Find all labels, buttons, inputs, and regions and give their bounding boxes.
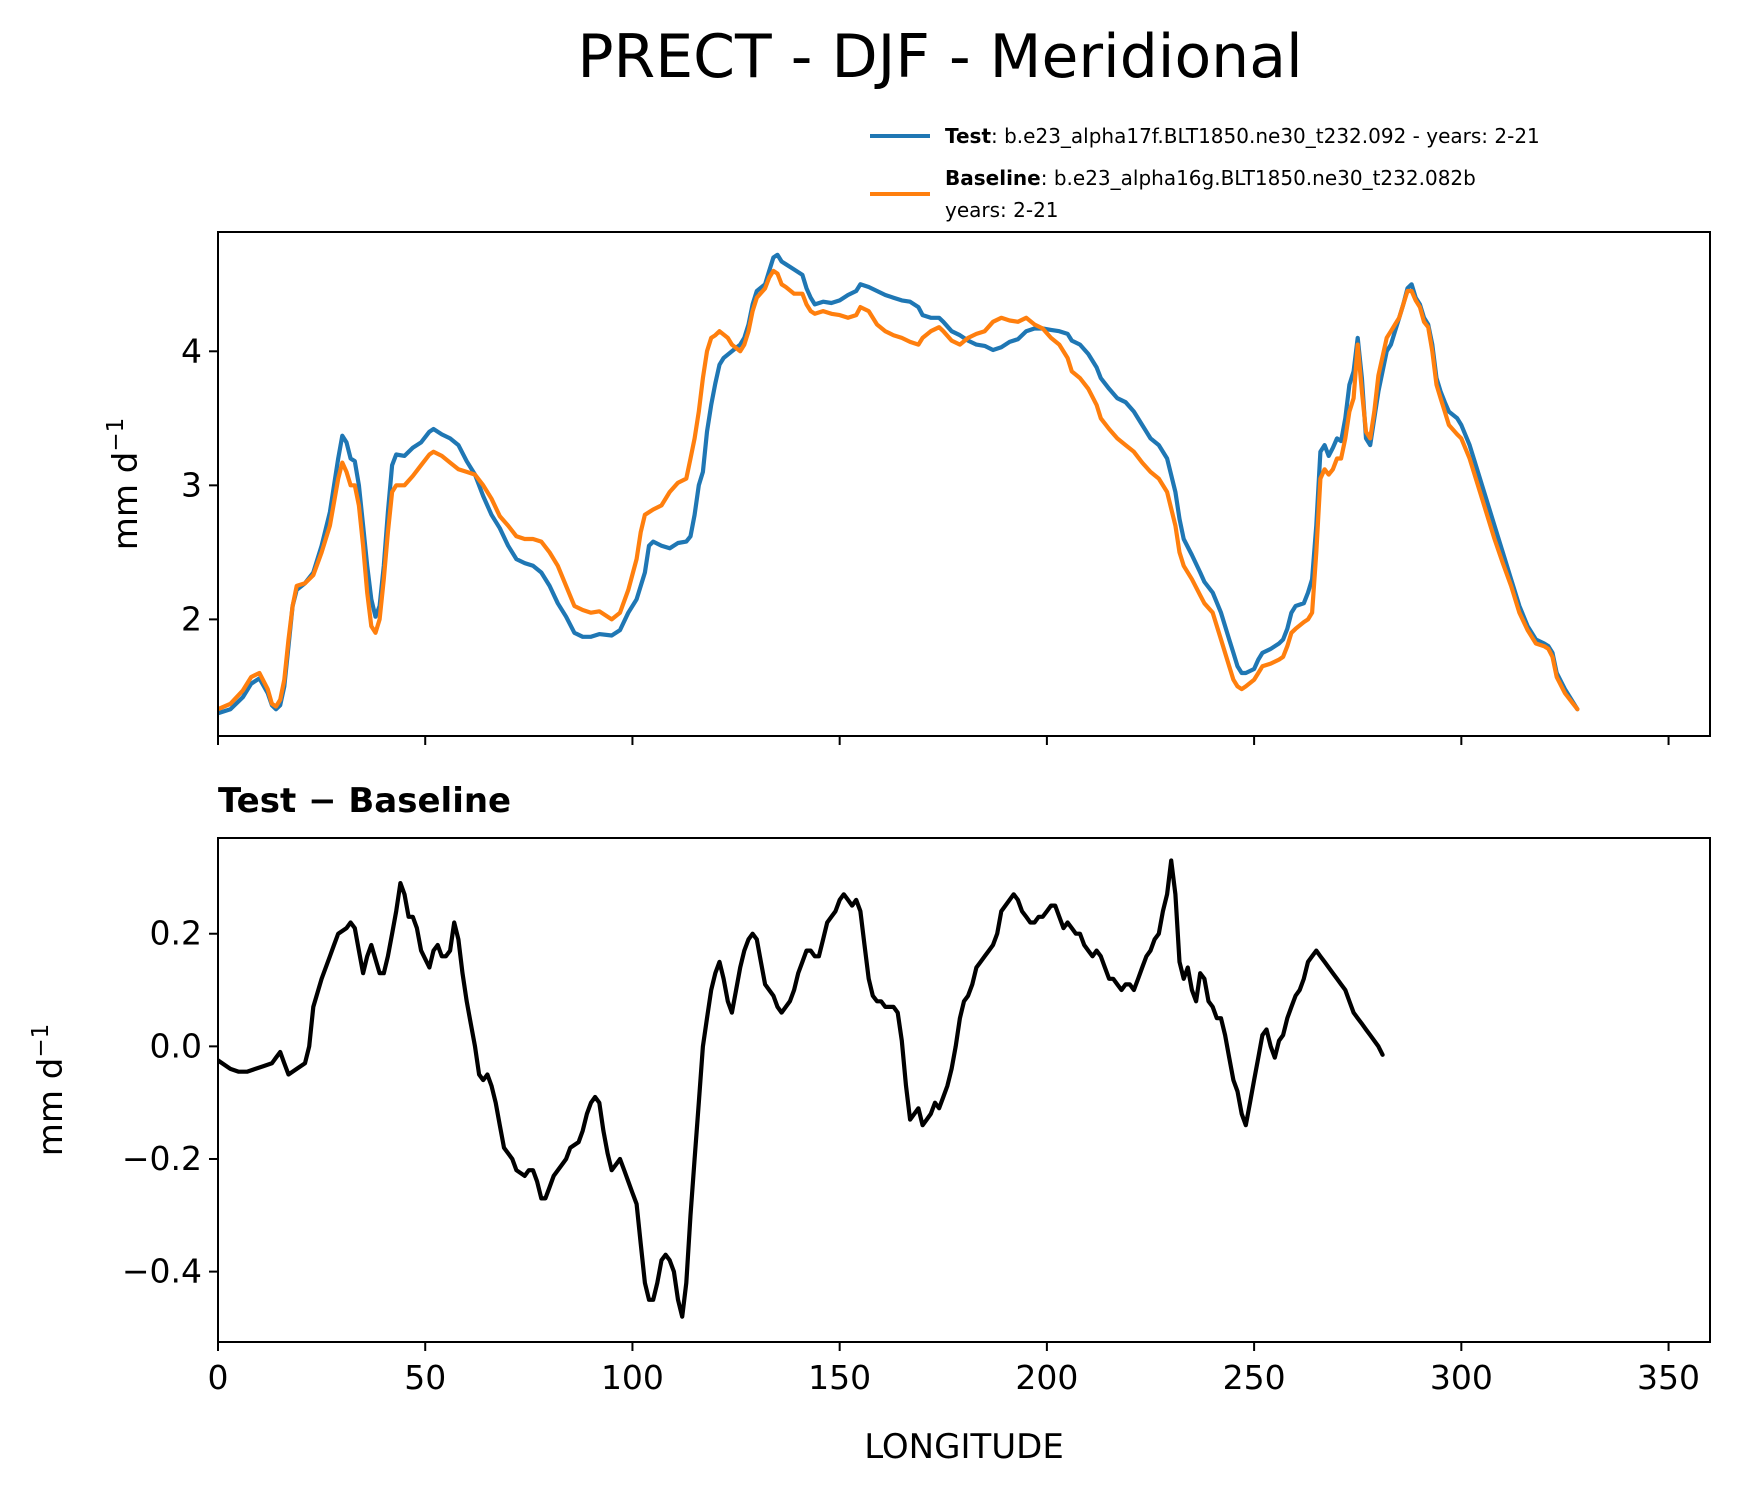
top-y-axis-label: mm d−1 bbox=[103, 418, 146, 551]
chart-title: PRECT - DJF - Meridional bbox=[577, 22, 1302, 92]
legend-test-name: Test bbox=[945, 124, 991, 148]
bottom-x-tick-label: 150 bbox=[808, 1358, 871, 1397]
bottom-y-tick-label: 0.0 bbox=[150, 1026, 202, 1065]
legend-baseline-desc: : b.e23_alpha16g.BLT1850.ne30_t232.082b bbox=[1041, 166, 1476, 190]
bottom-x-tick-label: 350 bbox=[1637, 1358, 1700, 1397]
bottom-x-ticks: 0 50 100 150 200 250 300 350 bbox=[208, 1342, 1700, 1397]
top-panel: 2 3 4 mm d−1 bbox=[103, 231, 1711, 745]
difference-subtitle: Test − Baseline bbox=[218, 781, 511, 821]
bottom-axes-frame bbox=[217, 837, 1711, 1343]
legend-baseline-label: Baseline: b.e23_alpha16g.BLT1850.ne30_t2… bbox=[945, 166, 1476, 190]
bottom-series-test-baseline-line bbox=[218, 858, 1385, 1319]
top-y-tick-label: 4 bbox=[181, 331, 202, 370]
bottom-y-axis-label: mm d−1 bbox=[28, 1024, 71, 1157]
top-y-axis-unit: mm d bbox=[106, 452, 146, 551]
legend-baseline-years: years: 2-21 bbox=[945, 198, 1059, 222]
top-y-axis-unit-sup: −1 bbox=[103, 418, 129, 452]
top-x-ticks bbox=[217, 736, 1670, 745]
legend: Test: b.e23_alpha17f.BLT1850.ne30_t232.0… bbox=[870, 124, 1540, 222]
bottom-x-tick-label: 50 bbox=[404, 1358, 446, 1397]
bottom-series-group bbox=[218, 858, 1385, 1319]
bottom-x-tick-label: 200 bbox=[1015, 1358, 1078, 1397]
top-series-group bbox=[218, 252, 1580, 716]
bottom-y-ticks: −0.4 −0.2 0.0 0.2 bbox=[122, 914, 218, 1291]
bottom-y-tick-label: −0.2 bbox=[122, 1139, 202, 1178]
bottom-x-tick-label: 100 bbox=[601, 1358, 664, 1397]
bottom-x-tick-label: 0 bbox=[208, 1358, 229, 1397]
bottom-y-tick-label: −0.4 bbox=[122, 1252, 202, 1291]
top-y-tick-label: 2 bbox=[181, 599, 202, 638]
x-axis-label: LONGITUDE bbox=[864, 1427, 1064, 1467]
bottom-panel: Test − Baseline −0.4 −0.2 0.0 0.2 0 50 100 150… bbox=[28, 781, 1711, 1467]
top-axes-frame bbox=[217, 231, 1711, 737]
bottom-x-tick-label: 300 bbox=[1430, 1358, 1493, 1397]
bottom-y-tick-label: 0.2 bbox=[150, 914, 202, 953]
bottom-x-tick-label: 250 bbox=[1223, 1358, 1286, 1397]
legend-baseline-name: Baseline bbox=[945, 166, 1041, 190]
legend-test-desc: : b.e23_alpha17f.BLT1850.ne30_t232.092 -… bbox=[991, 124, 1540, 148]
top-y-ticks: 2 3 4 bbox=[181, 331, 218, 638]
bottom-y-axis-unit-sup: −1 bbox=[28, 1024, 54, 1058]
top-y-tick-label: 3 bbox=[181, 465, 202, 504]
top-series-baseline-line bbox=[218, 268, 1580, 712]
bottom-y-axis-unit: mm d bbox=[31, 1058, 71, 1157]
legend-test-label: Test: b.e23_alpha17f.BLT1850.ne30_t232.0… bbox=[945, 124, 1540, 148]
